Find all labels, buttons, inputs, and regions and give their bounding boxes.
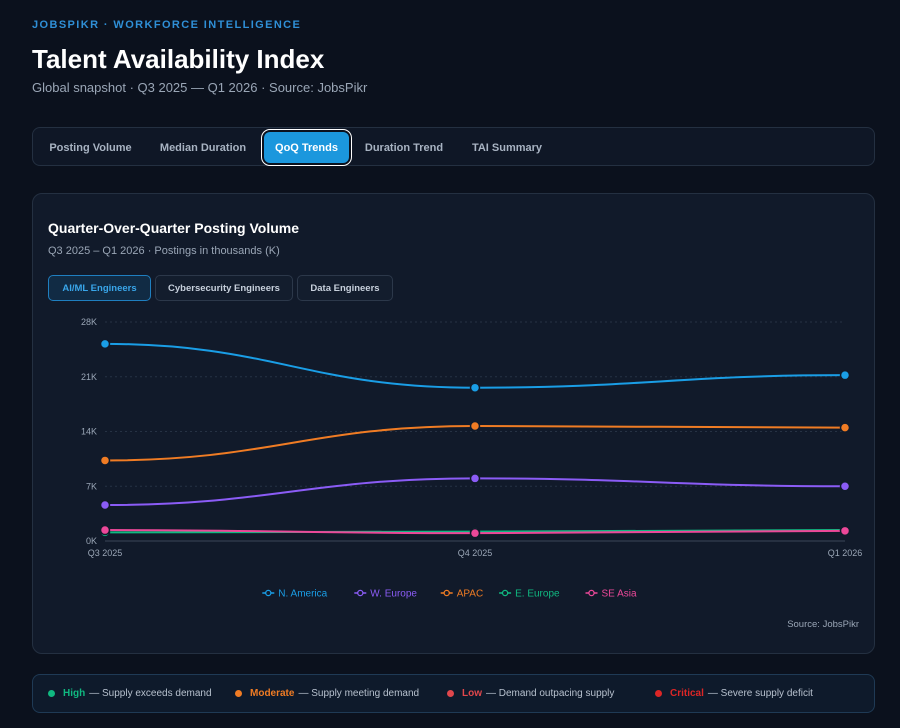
availability-legend: High — Supply exceeds demand Moderate — … [32,674,875,713]
svg-text:APAC: APAC [457,589,484,600]
brand-kicker: JOBSPIKR · WORKFORCE INTELLIGENCE [32,19,302,31]
series-line-n-america [104,342,846,389]
page-subtitle: Global snapshot · Q3 2025 — Q1 2026 · So… [32,80,368,95]
svg-text:SE Asia: SE Asia [602,589,637,600]
tab-qoq-trends[interactable]: QoQ Trends [264,132,349,163]
svg-text:E. Europe: E. Europe [515,589,560,600]
segment-ai-ml-engineers[interactable]: AI/ML Engineers [48,275,151,301]
svg-text:N. America: N. America [278,589,327,600]
x-tick-label: Q3 2025 [88,548,123,558]
tab-posting-volume[interactable]: Posting Volume [49,141,132,154]
legend-item-w-europe[interactable]: W. Europe [354,589,417,600]
legend-label-low: Low [462,688,482,699]
page-title: Talent Availability Index [32,44,325,74]
tab-bar: Posting Volume Median Duration QoQ Trend… [32,127,875,166]
legend-item-critical: Critical — Severe supply deficit [655,675,813,712]
moderate-dot-icon [235,690,242,697]
line-chart: 0K 7K 14K 21K 28K Q3 2025 Q4 2025 Q1 2026 N. Am… [81,317,863,600]
data-point[interactable] [99,455,111,466]
svg-text:W. Europe: W. Europe [370,589,417,600]
y-tick-label: 7K [86,481,97,491]
legend-item-e-europe[interactable]: E. Europe [499,589,560,600]
data-point[interactable] [839,481,851,492]
y-tick-label: 14K [81,427,97,437]
legend-label-moderate: Moderate [250,688,295,699]
legend-desc-high: — Supply exceeds demand [89,688,212,699]
x-tick-label: Q1 2026 [828,548,863,558]
legend-item-moderate: Moderate — Supply meeting demand [235,675,419,712]
data-point[interactable] [839,369,851,381]
tab-median-duration[interactable]: Median Duration [159,141,247,154]
legend-label-high: High [63,688,86,699]
data-point[interactable] [469,420,481,432]
segment-cybersecurity-engineers[interactable]: Cybersecurity Engineers [155,275,293,301]
tab-tai-summary[interactable]: TAI Summary [471,141,543,154]
data-point[interactable] [469,527,481,539]
data-point[interactable] [99,499,111,511]
chart-subtitle: Q3 2025 – Q1 2026 · Postings in thousand… [48,245,280,257]
legend-label-critical: Critical [670,688,704,699]
legend-item-n-america[interactable]: N. America [262,589,328,600]
legend-item-apac[interactable]: APAC [440,589,484,600]
chart-card: Quarter-Over-Quarter Posting Volume Q3 2… [32,193,875,654]
legend-desc-low: — Demand outpacing supply [486,688,615,699]
legend-item-high: High — Supply exceeds demand [48,675,212,712]
legend-desc-moderate: — Supply meeting demand [298,688,420,699]
x-tick-label: Q4 2025 [458,548,493,558]
y-tick-label: 21K [81,372,97,382]
data-point[interactable] [839,422,851,433]
y-tick-label: 28K [81,317,97,327]
segment-data-engineers[interactable]: Data Engineers [297,275,393,301]
chart-title: Quarter-Over-Quarter Posting Volume [48,220,300,236]
data-point[interactable] [99,524,111,536]
legend-desc-critical: — Severe supply deficit [707,688,813,699]
data-point[interactable] [839,525,851,537]
tab-duration-trend[interactable]: Duration Trend [364,141,444,154]
data-point[interactable] [99,338,111,350]
data-point[interactable] [469,382,481,393]
high-dot-icon [48,690,55,697]
legend-item-se-asia[interactable]: SE Asia [585,589,637,600]
low-dot-icon [447,690,454,697]
data-point[interactable] [469,473,481,484]
chart-source: Source: JobsPikr [787,619,859,630]
y-tick-label: 0K [86,536,97,546]
critical-dot-icon [655,690,662,697]
legend-item-low: Low — Demand outpacing supply [447,675,614,712]
